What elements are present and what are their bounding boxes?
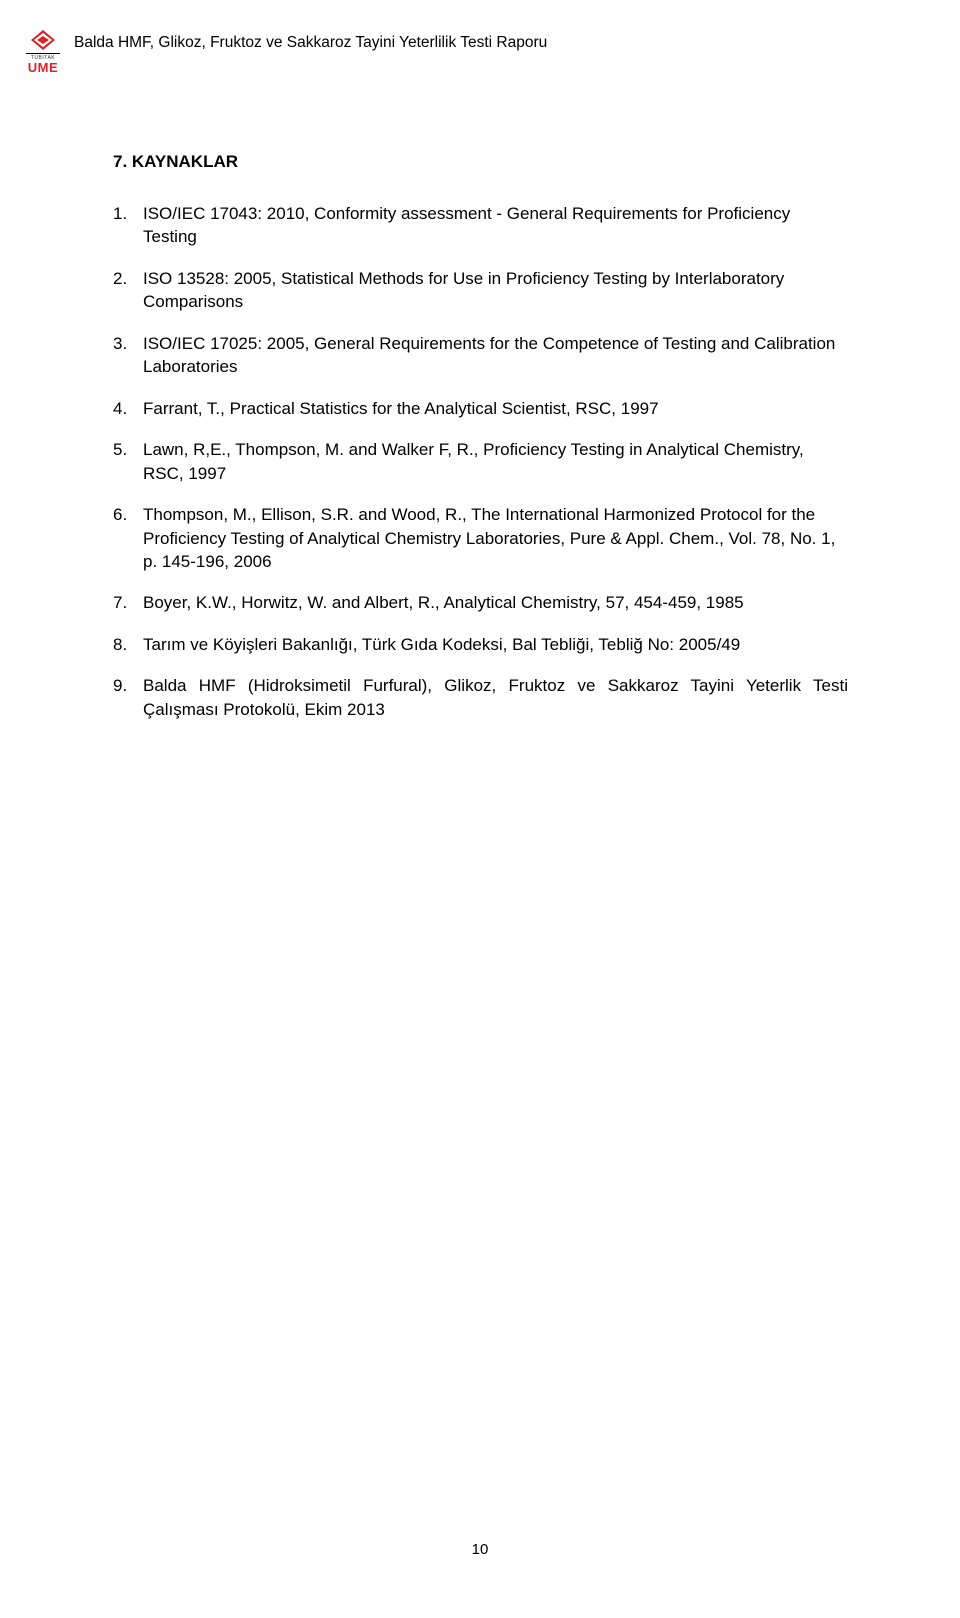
reference-text: Thompson, M., Ellison, S.R. and Wood, R.… (143, 503, 848, 573)
reference-number: 4. (113, 397, 143, 420)
logo-text: UME (28, 61, 58, 74)
reference-item: 4.Farrant, T., Practical Statistics for … (113, 397, 848, 420)
reference-item: 2.ISO 13528: 2005, Statistical Methods f… (113, 267, 848, 314)
reference-text: Lawn, R,E., Thompson, M. and Walker F, R… (143, 438, 848, 485)
reference-text: Farrant, T., Practical Statistics for th… (143, 397, 848, 420)
reference-text: Tarım ve Köyişleri Bakanlığı, Türk Gıda … (143, 633, 848, 656)
reference-number: 1. (113, 202, 143, 249)
reference-number: 5. (113, 438, 143, 485)
reference-number: 7. (113, 591, 143, 614)
reference-number: 9. (113, 674, 143, 721)
page-number: 10 (0, 1541, 960, 1558)
header-title: Balda HMF, Glikoz, Fruktoz ve Sakkaroz T… (74, 30, 547, 52)
reference-text: ISO 13528: 2005, Statistical Methods for… (143, 267, 848, 314)
section-heading: 7. KAYNAKLAR (113, 152, 848, 172)
reference-item: 7. Boyer, K.W., Horwitz, W. and Albert, … (113, 591, 848, 614)
reference-number: 3. (113, 332, 143, 379)
logo: TÜBİTAK UME (26, 30, 60, 74)
page-header: TÜBİTAK UME Balda HMF, Glikoz, Fruktoz v… (26, 30, 920, 74)
reference-number: 6. (113, 503, 143, 573)
reference-text: ISO/IEC 17025: 2005, General Requirement… (143, 332, 848, 379)
reference-item: 6.Thompson, M., Ellison, S.R. and Wood, … (113, 503, 848, 573)
references-list: 1.ISO/IEC 17043: 2010, Conformity assess… (113, 202, 848, 721)
reference-item: 8.Tarım ve Köyişleri Bakanlığı, Türk Gıd… (113, 633, 848, 656)
reference-item: 1.ISO/IEC 17043: 2010, Conformity assess… (113, 202, 848, 249)
reference-text: Boyer, K.W., Horwitz, W. and Albert, R.,… (143, 591, 848, 614)
reference-item: 3.ISO/IEC 17025: 2005, General Requireme… (113, 332, 848, 379)
reference-item: 5.Lawn, R,E., Thompson, M. and Walker F,… (113, 438, 848, 485)
reference-number: 8. (113, 633, 143, 656)
content-area: 7. KAYNAKLAR 1.ISO/IEC 17043: 2010, Conf… (113, 152, 848, 739)
reference-number: 2. (113, 267, 143, 314)
reference-text: Balda HMF (Hidroksimetil Furfural), Glik… (143, 674, 848, 721)
logo-divider (26, 53, 60, 54)
reference-text: ISO/IEC 17043: 2010, Conformity assessme… (143, 202, 848, 249)
reference-item: 9.Balda HMF (Hidroksimetil Furfural), Gl… (113, 674, 848, 721)
logo-mark-icon (31, 30, 55, 50)
